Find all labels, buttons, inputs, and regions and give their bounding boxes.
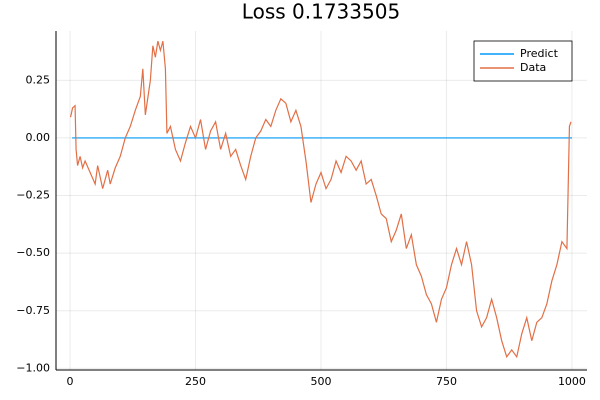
y-tick-label: −0.75 bbox=[16, 304, 50, 317]
y-tick-label: 0.25 bbox=[26, 73, 51, 86]
legend-label: Predict bbox=[520, 47, 559, 60]
legend-box bbox=[473, 40, 573, 82]
y-tick-label: −0.25 bbox=[16, 189, 50, 202]
legend-label: Data bbox=[520, 61, 546, 74]
x-tick-label: 750 bbox=[436, 375, 457, 388]
y-tick-label: 0.00 bbox=[26, 131, 51, 144]
x-tick-label: 250 bbox=[185, 375, 206, 388]
y-tick-label: −1.00 bbox=[16, 361, 50, 374]
series-line bbox=[69, 40, 572, 359]
x-tick-label: 0 bbox=[67, 375, 74, 388]
chart-title: Loss 0.1733505 bbox=[242, 0, 400, 24]
y-tick-label: −0.50 bbox=[16, 246, 50, 259]
x-tick-label: 1000 bbox=[558, 375, 586, 388]
x-tick-label: 500 bbox=[310, 375, 331, 388]
